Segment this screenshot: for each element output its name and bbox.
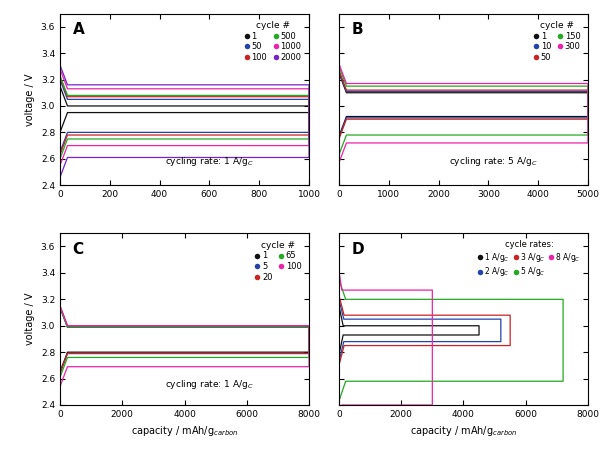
Text: D: D <box>352 242 364 257</box>
X-axis label: capacity / mAh/g$_{carbon}$: capacity / mAh/g$_{carbon}$ <box>410 424 517 438</box>
Text: cycling rate: 1 A/g$_C$: cycling rate: 1 A/g$_C$ <box>165 378 254 391</box>
Y-axis label: voltage / V: voltage / V <box>25 293 35 346</box>
Y-axis label: voltage / V: voltage / V <box>25 73 35 126</box>
X-axis label: capacity / mAh/g$_{carbon}$: capacity / mAh/g$_{carbon}$ <box>131 424 238 438</box>
Legend: 1 A/g$_C$, 2 A/g$_C$, 3 A/g$_C$, 5 A/g$_C$, 8 A/g$_C$: 1 A/g$_C$, 2 A/g$_C$, 3 A/g$_C$, 5 A/g$_… <box>475 237 584 281</box>
Text: A: A <box>73 22 84 37</box>
Text: B: B <box>352 22 363 37</box>
Legend: 1, 50, 100, 500, 1000, 2000: 1, 50, 100, 500, 1000, 2000 <box>241 18 305 65</box>
Text: cycling rate: 1 A/g$_C$: cycling rate: 1 A/g$_C$ <box>165 155 254 168</box>
Text: C: C <box>73 242 83 257</box>
Legend: 1, 10, 50, 150, 300: 1, 10, 50, 150, 300 <box>531 18 584 65</box>
Text: cycling rate: 5 A/g$_C$: cycling rate: 5 A/g$_C$ <box>449 155 538 168</box>
Legend: 1, 5, 20, 65, 100: 1, 5, 20, 65, 100 <box>252 238 305 285</box>
